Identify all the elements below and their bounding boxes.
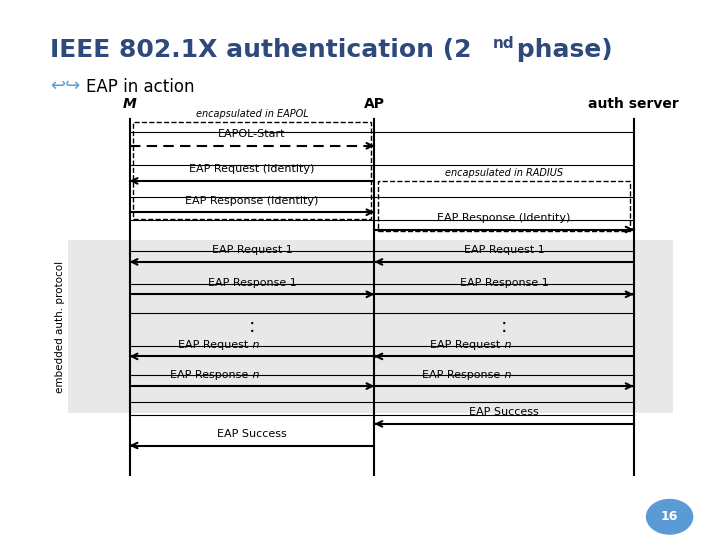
Text: phase): phase) bbox=[508, 38, 612, 62]
Text: EAP Request (Identity): EAP Request (Identity) bbox=[189, 164, 315, 174]
Text: n: n bbox=[249, 340, 260, 350]
Text: encapsulated in RADIUS: encapsulated in RADIUS bbox=[445, 168, 563, 178]
Text: n: n bbox=[501, 340, 512, 350]
Text: EAP Response 1: EAP Response 1 bbox=[207, 278, 297, 288]
Text: M: M bbox=[122, 97, 137, 111]
Text: n: n bbox=[501, 369, 512, 380]
Text: auth server: auth server bbox=[588, 97, 679, 111]
Text: EAP Success: EAP Success bbox=[469, 407, 539, 417]
Text: EAP Request: EAP Request bbox=[430, 340, 500, 350]
Text: encapsulated in EAPOL: encapsulated in EAPOL bbox=[196, 109, 308, 119]
FancyBboxPatch shape bbox=[68, 240, 673, 413]
Text: 16: 16 bbox=[661, 510, 678, 523]
Text: IEEE 802.1X authentication (2: IEEE 802.1X authentication (2 bbox=[50, 38, 472, 62]
Text: EAP Response (Identity): EAP Response (Identity) bbox=[185, 195, 319, 206]
Text: EAP in action: EAP in action bbox=[86, 78, 195, 96]
Text: ↩↪: ↩↪ bbox=[50, 77, 81, 94]
Text: EAP Request: EAP Request bbox=[178, 340, 248, 350]
Text: n: n bbox=[249, 369, 260, 380]
Circle shape bbox=[647, 500, 693, 534]
Text: EAP Success: EAP Success bbox=[217, 429, 287, 439]
Text: EAP Response (Identity): EAP Response (Identity) bbox=[437, 213, 571, 223]
Text: :: : bbox=[500, 317, 508, 336]
Text: :: : bbox=[248, 317, 256, 336]
Text: EAP Request 1: EAP Request 1 bbox=[464, 245, 544, 255]
Text: EAP Request 1: EAP Request 1 bbox=[212, 245, 292, 255]
Text: EAP Response: EAP Response bbox=[422, 369, 500, 380]
Text: EAPOL-Start: EAPOL-Start bbox=[218, 129, 286, 139]
Text: nd: nd bbox=[493, 36, 515, 51]
Text: AP: AP bbox=[364, 97, 385, 111]
Text: EAP Response 1: EAP Response 1 bbox=[459, 278, 549, 288]
Text: embedded auth. protocol: embedded auth. protocol bbox=[55, 261, 65, 393]
Text: EAP Response: EAP Response bbox=[170, 369, 248, 380]
